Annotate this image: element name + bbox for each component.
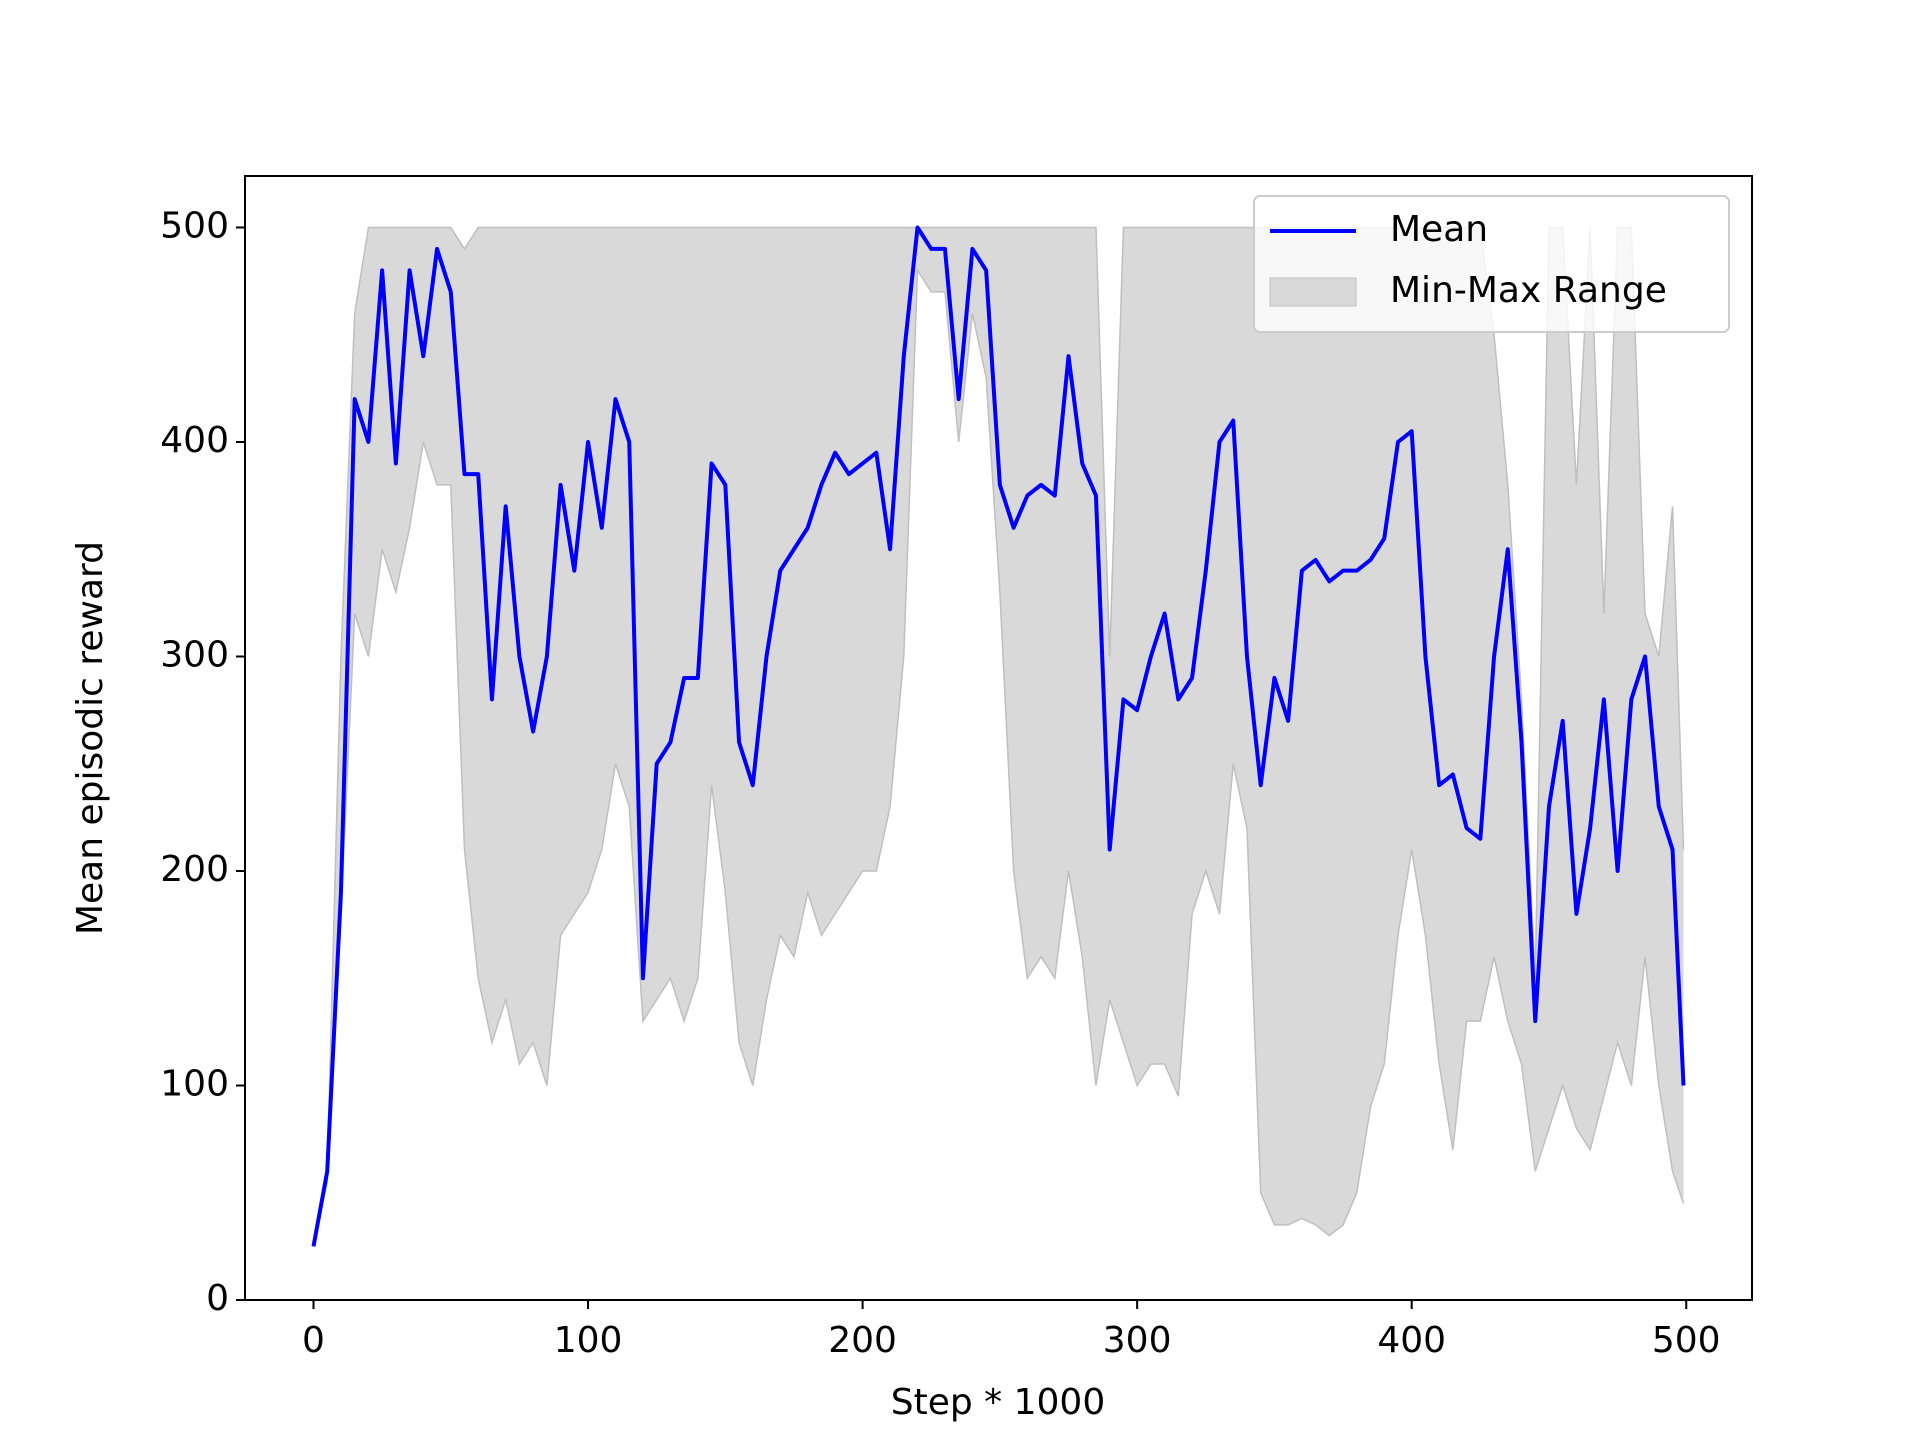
- mean-line: [311, 225, 1686, 1247]
- x-axis-label: Step * 1000: [891, 1382, 1105, 1423]
- x-tick-label: 0: [302, 1320, 325, 1361]
- y-tick-label: 200: [160, 849, 229, 890]
- x-tick-label: 300: [1103, 1320, 1172, 1361]
- y-tick-label: 300: [160, 634, 229, 675]
- y-tick-label: 100: [160, 1063, 229, 1104]
- legend-box: [1253, 195, 1730, 333]
- y-tick-label: 400: [160, 420, 229, 461]
- range-lower-edge: [312, 267, 1685, 1247]
- x-tick-label: 200: [828, 1320, 897, 1361]
- legend-label: Mean: [1390, 209, 1488, 250]
- x-tick-label: 400: [1377, 1320, 1446, 1361]
- range-area: [313, 227, 1684, 1247]
- legend-label: Min-Max Range: [1390, 270, 1667, 311]
- legend-swatch: [1269, 277, 1357, 307]
- x-tick-label: 500: [1652, 1320, 1721, 1361]
- y-tick-label: 0: [206, 1278, 229, 1319]
- x-tick-label: 100: [554, 1320, 623, 1361]
- y-tick-label: 500: [160, 205, 229, 246]
- plot-frame: [244, 175, 1753, 1301]
- y-axis-label: Mean episodic reward: [70, 541, 111, 935]
